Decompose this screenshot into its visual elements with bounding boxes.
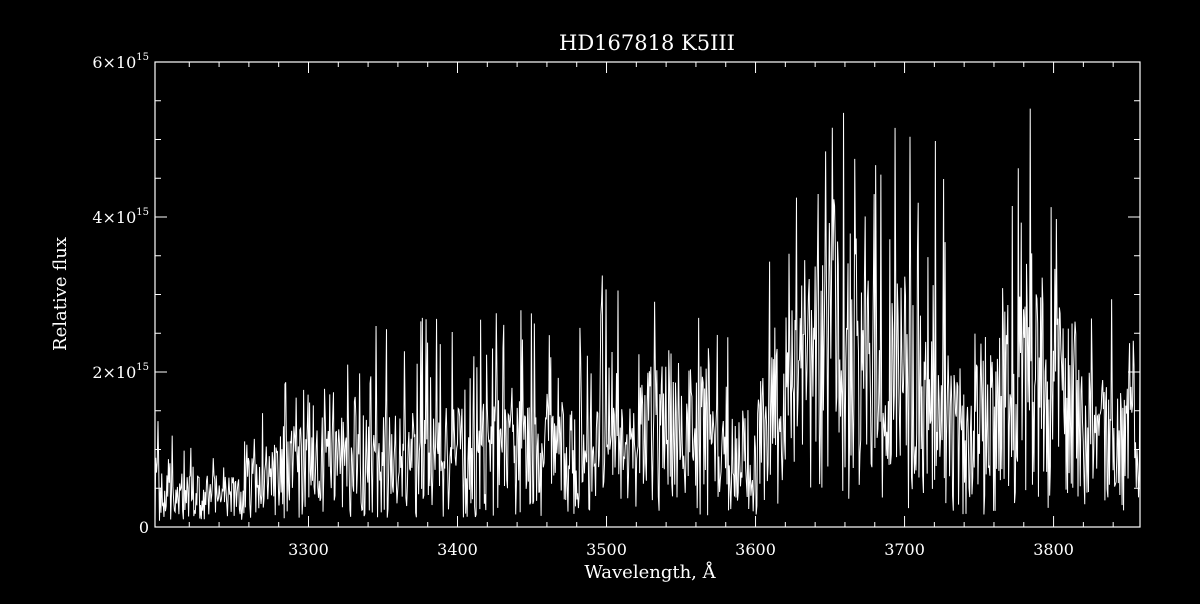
y-tick-label: 6×1015	[92, 52, 149, 72]
x-tick-label: 3400	[437, 540, 478, 559]
x-axis-label: Wavelength, Å	[584, 561, 716, 583]
x-tick-label: 3600	[735, 540, 776, 559]
plot-layer	[154, 108, 1141, 521]
x-tick-label: 3800	[1033, 540, 1074, 559]
x-tick-label: 3700	[884, 540, 925, 559]
spectrum-line	[154, 108, 1141, 521]
chart-title: HD167818 K5III	[559, 31, 735, 55]
y-tick-label: 0	[139, 518, 149, 537]
x-tick-label: 3300	[288, 540, 329, 559]
y-tick-label: 2×1015	[92, 362, 149, 382]
y-axis-label: Relative flux	[50, 237, 71, 351]
y-tick-label: 4×1015	[92, 207, 149, 227]
x-tick-label: 3500	[586, 540, 627, 559]
axes-layer: 3300 3400 3500 3600 3700 3800 0 2×1015 4×1015 6×1…	[92, 52, 1141, 559]
